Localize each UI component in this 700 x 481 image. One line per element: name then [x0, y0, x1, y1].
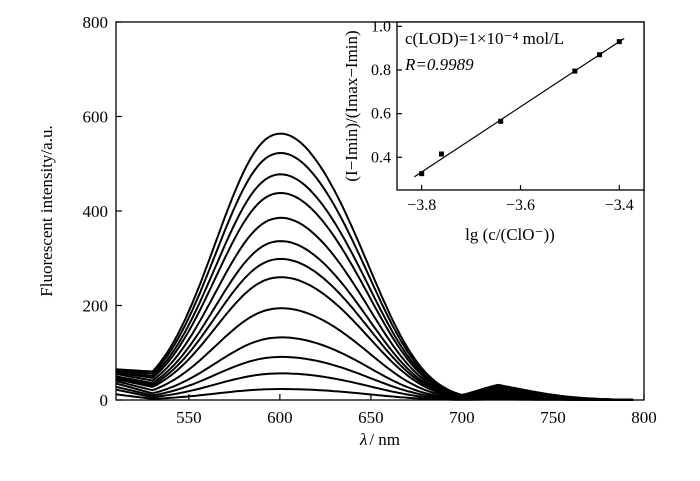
inset-y-ticks: 0.4 0.6 0.8 1.0	[371, 18, 402, 166]
spectrum-curve-13	[115, 388, 634, 401]
inset-y-tick-label: 1.0	[371, 18, 391, 35]
main-x-ticks: 550 600 650 700 750 800	[176, 394, 657, 427]
inset-x-tick-label: −3.4	[605, 197, 634, 214]
main-x-tick-label: 600	[267, 408, 293, 427]
main-x-tick-label: 700	[449, 408, 475, 427]
inset-x-ticks: −3.8 −3.6 −3.4	[407, 185, 634, 214]
inset-data-point-5	[597, 52, 603, 58]
x-axis-unit: / nm	[369, 430, 400, 449]
inset-plot: −3.8 −3.6 −3.4 0.4 0.6 0.8 1.0 c(LOD)=1×10⁻⁴ …	[342, 18, 645, 244]
inset-background	[397, 22, 644, 190]
inset-data-point-6	[616, 39, 622, 45]
main-plot: 550 600 650 700 750 800 0 200 400 600 800 λ / nm F…	[37, 13, 657, 449]
inset-r-annotation: R=0.9989	[404, 55, 474, 74]
main-x-tick-label: 650	[358, 408, 384, 427]
inset-y-tick-label: 0.6	[371, 106, 391, 123]
inset-data-point-3	[498, 118, 504, 124]
inset-data-point-1	[419, 171, 425, 177]
inset-x-axis-title: lg (c/(ClO⁻))	[465, 225, 555, 244]
main-y-ticks: 0 200 400 600 800	[83, 13, 122, 410]
inset-data-point-2	[438, 151, 444, 157]
inset-y-axis-title: (I−Imin)/(Imax−Imin)	[342, 30, 361, 181]
main-y-axis-title: Fluorescent intensity/a.u.	[37, 125, 56, 296]
inset-x-tick-label: −3.8	[407, 197, 436, 214]
spectrum-curve-11	[115, 355, 634, 401]
inset-fit-line	[413, 37, 625, 178]
inset-data-point-4	[572, 68, 578, 74]
main-x-tick-label: 800	[631, 408, 657, 427]
main-y-tick-label: 0	[100, 391, 109, 410]
main-y-tick-label: 600	[83, 108, 109, 127]
main-x-tick-label: 550	[176, 408, 202, 427]
main-spectra-group	[115, 132, 634, 401]
main-x-tick-label: 750	[540, 408, 566, 427]
main-x-axis-title: λ / nm	[359, 430, 400, 449]
x-axis-symbol: λ	[359, 430, 367, 449]
inset-y-tick-label: 0.8	[371, 62, 391, 79]
inset-lod-annotation: c(LOD)=1×10⁻⁴ mol/L	[405, 29, 564, 48]
inset-x-tick-label: −3.6	[506, 197, 535, 214]
main-y-tick-label: 800	[83, 13, 109, 32]
inset-content	[413, 37, 625, 178]
main-y-tick-label: 400	[83, 202, 109, 221]
inset-y-tick-label: 0.4	[371, 149, 391, 166]
main-y-tick-label: 200	[83, 297, 109, 316]
spectrum-curve-8	[115, 276, 634, 401]
